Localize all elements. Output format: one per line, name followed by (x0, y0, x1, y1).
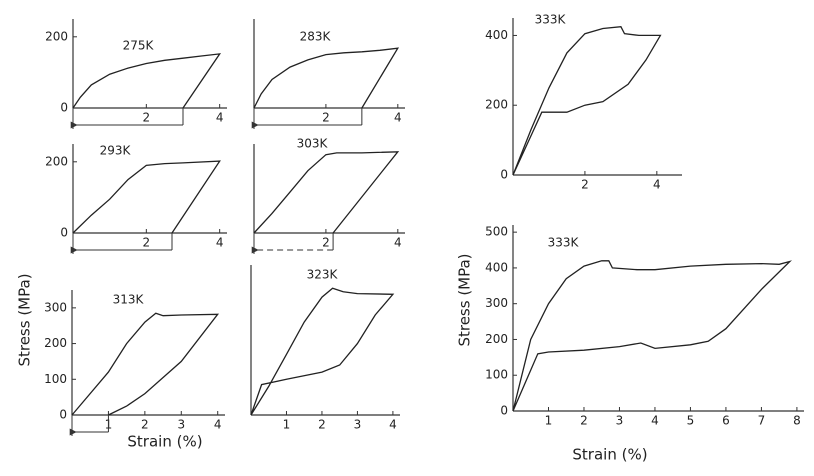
stress-strain-curve (253, 151, 400, 234)
panel-title: 275K (123, 39, 155, 53)
y-axis-label: Stress (MPa) (456, 253, 474, 346)
stress-strain-curve (512, 26, 662, 176)
x-tick-label: 4 (394, 111, 402, 125)
stress-strain-curve (72, 160, 221, 234)
x-tick-label: 2 (143, 111, 151, 125)
y-tick-label: 0 (59, 408, 67, 422)
x-axis-label: Strain (%) (572, 446, 647, 464)
panel-title: 283K (300, 30, 332, 44)
x-tick-label: 6 (722, 414, 730, 428)
x-tick-label: 2 (322, 111, 330, 125)
y-tick-label: 400 (485, 260, 508, 274)
y-tick-label: 0 (60, 226, 68, 240)
x-tick-label: 4 (214, 418, 222, 432)
panel-title: 333K (548, 236, 580, 250)
y-tick-label: 300 (44, 300, 67, 314)
x-axis-label: Strain (%) (127, 433, 202, 451)
y-tick-label: 300 (485, 296, 508, 310)
x-tick-label: 4 (651, 414, 659, 428)
panel-title: 293K (100, 144, 132, 158)
y-tick-label: 100 (44, 372, 67, 386)
y-tick-label: 200 (485, 332, 508, 346)
x-tick-label: 3 (616, 414, 624, 428)
x-tick-label: 2 (143, 236, 151, 250)
y-tick-label: 500 (485, 225, 508, 239)
x-tick-label: 2 (580, 414, 588, 428)
panel-title: 333K (535, 13, 567, 27)
x-tick-label: 4 (216, 111, 224, 125)
panel-title: 323K (307, 268, 339, 282)
x-tick-label: 3 (354, 418, 362, 432)
x-tick-label: 4 (389, 418, 397, 432)
x-tick-label: 8 (793, 414, 801, 428)
x-tick-label: 4 (653, 178, 661, 192)
x-tick-label: 2 (581, 178, 589, 192)
y-tick-label: 0 (500, 168, 508, 182)
stress-strain-curve (250, 287, 395, 416)
x-tick-label: 2 (141, 418, 149, 432)
y-tick-label: 200 (45, 29, 68, 43)
x-tick-label: 7 (758, 414, 766, 428)
x-tick-label: 4 (394, 236, 402, 250)
stress-strain-curve (71, 312, 220, 416)
y-tick-label: 0 (60, 101, 68, 115)
y-tick-label: 200 (44, 336, 67, 350)
panel-title: 303K (297, 137, 329, 151)
stress-strain-curve (512, 260, 793, 412)
x-tick-label: 1 (283, 418, 291, 432)
y-tick-label: 100 (485, 368, 508, 382)
stress-strain-curve (72, 53, 222, 109)
y-tick-label: 200 (45, 154, 68, 168)
x-tick-label: 2 (322, 236, 330, 250)
x-tick-label: 1 (545, 414, 553, 428)
y-tick-label: 400 (485, 28, 508, 42)
x-tick-label: 4 (216, 236, 224, 250)
x-tick-label: 3 (177, 418, 185, 432)
x-tick-label: 2 (318, 418, 326, 432)
stress-strain-curve (253, 47, 400, 109)
y-axis-label: Stress (MPa) (16, 273, 34, 366)
y-tick-label: 200 (485, 98, 508, 112)
x-tick-label: 5 (687, 414, 695, 428)
panel-title: 313K (113, 293, 145, 307)
y-tick-label: 0 (500, 404, 508, 418)
